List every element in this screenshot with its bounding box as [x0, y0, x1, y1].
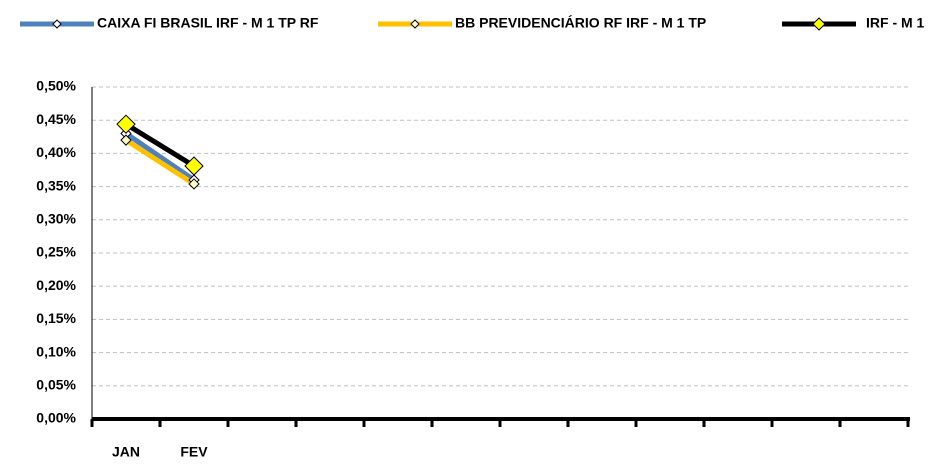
y-tick-label: 0,45% [36, 111, 76, 127]
series-line [124, 138, 196, 187]
y-tick-label: 0,50% [36, 78, 76, 94]
y-tick-label: 0,40% [36, 144, 76, 160]
y-tick-label: 0,15% [36, 310, 76, 326]
legend-marker [410, 19, 420, 29]
y-tick-label: 0,20% [36, 277, 76, 293]
y-tick-label: 0,35% [36, 177, 76, 193]
x-tick-label: JAN [112, 444, 140, 460]
legend-label: CAIXA FI BRASIL IRF - M 1 TP RF [97, 15, 319, 31]
marker [188, 178, 200, 190]
marker [116, 114, 136, 134]
series-line [124, 131, 196, 183]
marker [120, 134, 132, 146]
y-tick-label: 0,25% [36, 244, 76, 260]
y-tick-label: 0,30% [36, 211, 76, 227]
legend-label: BB PREVIDENCIÁRIO RF IRF - M 1 TP [455, 15, 706, 31]
series-line [124, 122, 196, 169]
y-tick-label: 0,10% [36, 343, 76, 359]
y-tick-label: 0,05% [36, 377, 76, 393]
legend-marker [52, 19, 62, 29]
legend-marker [812, 17, 826, 31]
legend-label: IRF - M 1 [866, 15, 925, 31]
marker [184, 156, 204, 176]
y-tick-label: 0,00% [36, 410, 76, 426]
x-tick-label: FEV [180, 444, 208, 460]
